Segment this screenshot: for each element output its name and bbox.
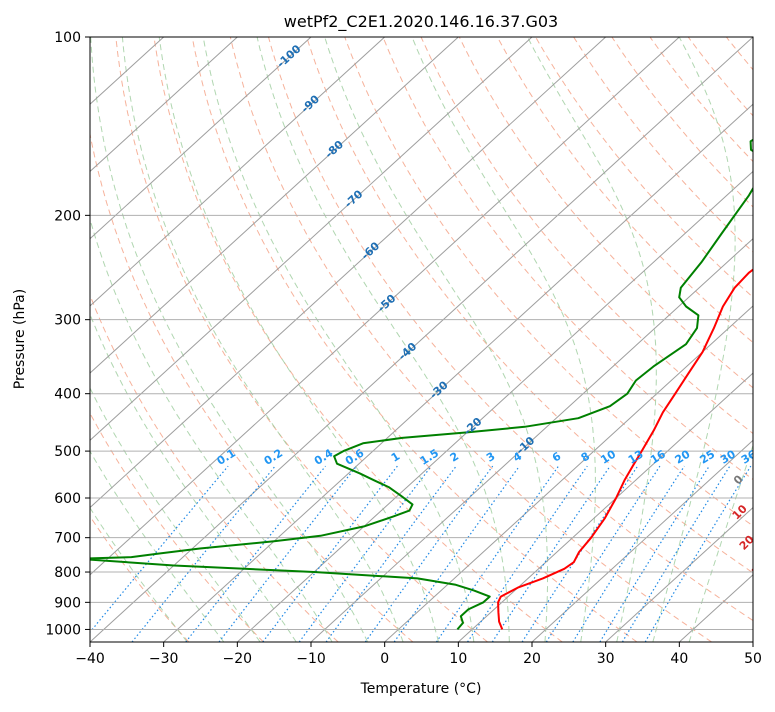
y-tick-label: 700 <box>54 531 81 547</box>
y-tick-label: 600 <box>54 491 81 507</box>
y-tick-label: 200 <box>54 208 81 224</box>
y-axis-label: Pressure (hPa) <box>12 289 28 389</box>
y-tick-label: 300 <box>54 313 81 329</box>
y-tick-label: 500 <box>54 444 81 460</box>
y-tick-label: 100 <box>54 30 81 46</box>
y-tick-label: 1000 <box>45 622 81 638</box>
x-tick-label: 30 <box>597 651 615 667</box>
x-axis-label: Temperature (°C) <box>360 681 482 697</box>
y-tick-label: 400 <box>54 387 81 403</box>
y-tick-label: 800 <box>54 565 81 581</box>
x-tick-label: −20 <box>223 651 253 667</box>
x-tick-label: −30 <box>149 651 179 667</box>
x-tick-label: 0 <box>380 651 389 667</box>
y-tick-label: 900 <box>54 595 81 611</box>
x-tick-label: 50 <box>744 651 762 667</box>
x-tick-label: −40 <box>75 651 105 667</box>
chart-title: wetPf2_C2E1.2020.146.16.37.G03 <box>284 12 558 32</box>
x-tick-label: −10 <box>296 651 326 667</box>
x-tick-label: 40 <box>670 651 688 667</box>
x-tick-label: 10 <box>449 651 467 667</box>
x-tick-label: 20 <box>523 651 541 667</box>
